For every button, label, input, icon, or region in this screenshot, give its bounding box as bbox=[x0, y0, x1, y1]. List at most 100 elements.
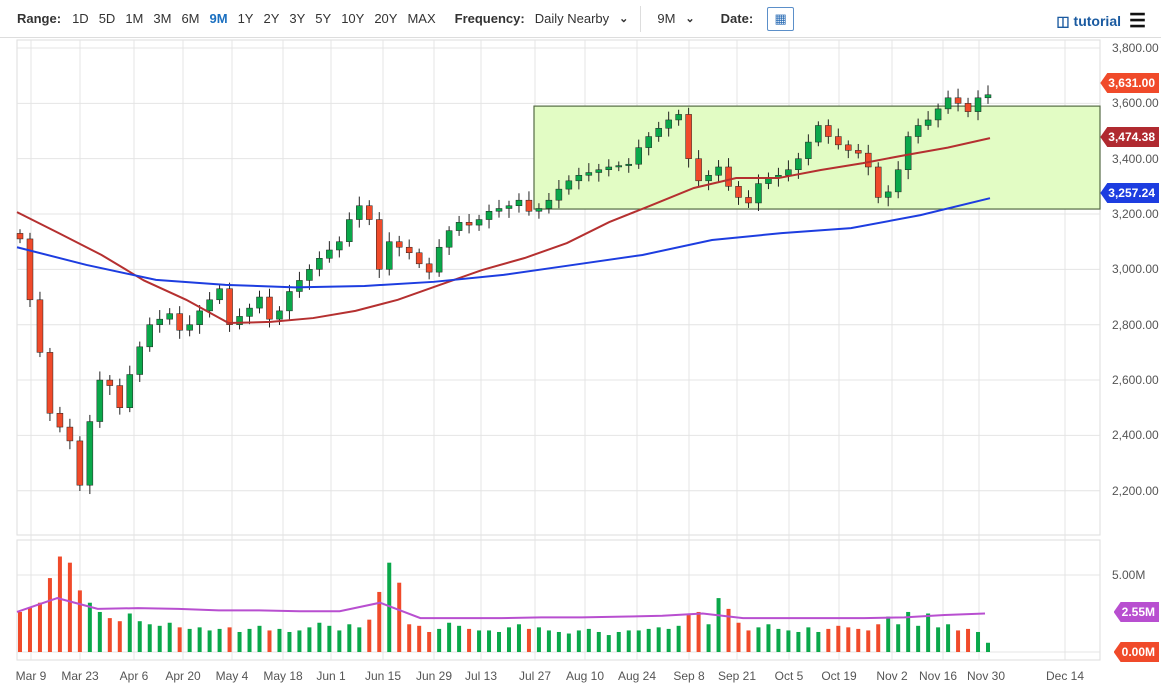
candle-body bbox=[26, 238, 34, 301]
candle-body bbox=[984, 94, 992, 99]
candle-body bbox=[555, 188, 563, 201]
candle-body bbox=[874, 166, 882, 198]
volume-bar bbox=[87, 602, 92, 652]
volume-bar bbox=[856, 628, 861, 652]
ma200-tag: 3,257.24 bbox=[1100, 183, 1159, 203]
candle-body bbox=[605, 166, 613, 170]
volume-bar bbox=[467, 628, 472, 652]
candle-body bbox=[56, 412, 64, 428]
volume-bar bbox=[377, 591, 382, 652]
range-buttons: 1D 5D 1M 3M 6M 9M 1Y 2Y 3Y 5Y 10Y 20Y MAX bbox=[67, 11, 441, 26]
volume-bar bbox=[566, 633, 571, 652]
volume-bar bbox=[117, 621, 122, 652]
volume-bar bbox=[556, 631, 561, 652]
frequency-select[interactable]: Daily Nearby ⌄ bbox=[535, 11, 629, 26]
range-9m[interactable]: 9M bbox=[209, 11, 228, 26]
candle-body bbox=[665, 119, 672, 129]
x-tick-label: Oct 5 bbox=[774, 669, 804, 683]
volume-bar bbox=[716, 598, 721, 652]
candle-body bbox=[675, 114, 682, 121]
volume-bar bbox=[576, 630, 581, 652]
volume-bar bbox=[307, 627, 312, 652]
candle-body bbox=[106, 379, 114, 386]
volume-bar bbox=[876, 624, 881, 652]
candle-body bbox=[306, 269, 313, 281]
candle-body bbox=[785, 169, 792, 176]
x-tick-label: Nov 2 bbox=[876, 669, 908, 683]
candle-body bbox=[535, 208, 543, 212]
candle-body bbox=[166, 313, 173, 320]
toolbar: Range: 1D 5D 1M 3M 6M 9M 1Y 2Y 3Y 5Y 10Y 20Y MAX Fre… bbox=[0, 0, 1161, 38]
range-20y[interactable]: 20Y bbox=[374, 11, 398, 26]
volume-bar bbox=[177, 627, 182, 652]
volume-bar bbox=[67, 562, 72, 652]
range-3m[interactable]: 3M bbox=[153, 11, 172, 26]
volume-ma-line bbox=[16, 597, 986, 620]
volume-bar bbox=[626, 630, 631, 652]
frequency-value: Daily Nearby bbox=[534, 11, 610, 26]
hamburger-menu-icon[interactable]: ☰ bbox=[1128, 11, 1146, 32]
x-tick-label: Aug 24 bbox=[617, 669, 657, 683]
candle-body bbox=[226, 288, 233, 325]
candle-body bbox=[864, 152, 872, 168]
volume-bar bbox=[447, 622, 452, 652]
candle-body bbox=[505, 205, 513, 209]
candle-body bbox=[705, 175, 712, 182]
candle-body bbox=[256, 296, 263, 309]
candle-body bbox=[395, 241, 403, 248]
volume-bar bbox=[157, 625, 162, 652]
last-price-tag: 3,631.00 bbox=[1100, 73, 1159, 93]
candle-body bbox=[625, 163, 632, 166]
candle-body bbox=[435, 246, 443, 273]
volume-bar bbox=[766, 624, 771, 652]
range-10y[interactable]: 10Y bbox=[341, 11, 365, 26]
range-3y[interactable]: 3Y bbox=[289, 11, 306, 26]
volume-bar bbox=[906, 611, 911, 652]
range-1d[interactable]: 1D bbox=[72, 11, 89, 26]
volume-bar bbox=[636, 630, 641, 652]
volume-bar bbox=[337, 630, 342, 652]
range-5d[interactable]: 5D bbox=[98, 11, 116, 26]
chevron-down-icon: ⌄ bbox=[619, 13, 629, 25]
x-tick-label: Jun 1 bbox=[316, 669, 346, 683]
volume-bar bbox=[936, 627, 941, 652]
volume-bar bbox=[896, 624, 901, 652]
candle-body bbox=[66, 426, 74, 442]
candle-body bbox=[36, 299, 44, 353]
range-1m[interactable]: 1M bbox=[125, 11, 144, 26]
range-max[interactable]: MAX bbox=[407, 11, 436, 26]
candle-body bbox=[385, 241, 393, 270]
volume-bar bbox=[526, 628, 531, 652]
volume-bar bbox=[736, 622, 741, 652]
candle-body bbox=[266, 296, 273, 320]
volume-bar bbox=[217, 628, 222, 652]
volume-bar bbox=[816, 631, 821, 652]
range-6m[interactable]: 6M bbox=[181, 11, 200, 26]
period-select[interactable]: 9M ⌄ bbox=[657, 11, 694, 26]
tutorial-link[interactable]: ◫ tutorial bbox=[1056, 13, 1121, 30]
calendar-icon[interactable]: ▦ bbox=[767, 6, 795, 31]
range-5y[interactable]: 5Y bbox=[315, 11, 332, 26]
candle-body bbox=[884, 191, 892, 198]
frequency-label: Frequency: bbox=[454, 11, 525, 26]
date-label: Date: bbox=[720, 11, 754, 26]
volume-bar bbox=[746, 630, 751, 652]
range-1y[interactable]: 1Y bbox=[237, 11, 254, 26]
y-tick-label: 3,600.00 bbox=[1112, 96, 1159, 111]
candle-body bbox=[216, 288, 223, 301]
volume-bar bbox=[846, 627, 851, 652]
period-value: 9M bbox=[657, 11, 676, 26]
volume-bar bbox=[536, 627, 541, 652]
candle-body bbox=[156, 318, 163, 325]
range-2y[interactable]: 2Y bbox=[263, 11, 280, 26]
volume-bar bbox=[417, 625, 422, 652]
candle-body bbox=[16, 233, 24, 240]
tutorial-label: tutorial bbox=[1073, 13, 1121, 29]
candle-body bbox=[445, 230, 453, 248]
candle-body bbox=[116, 385, 124, 408]
volume-bar bbox=[97, 611, 102, 652]
volume-bar bbox=[137, 621, 142, 652]
ma50-tag: 3,474.38 bbox=[1100, 127, 1159, 147]
candle-body bbox=[725, 166, 732, 187]
